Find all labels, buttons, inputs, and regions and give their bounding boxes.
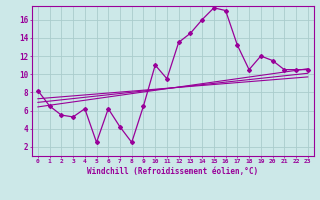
X-axis label: Windchill (Refroidissement éolien,°C): Windchill (Refroidissement éolien,°C) <box>87 167 258 176</box>
